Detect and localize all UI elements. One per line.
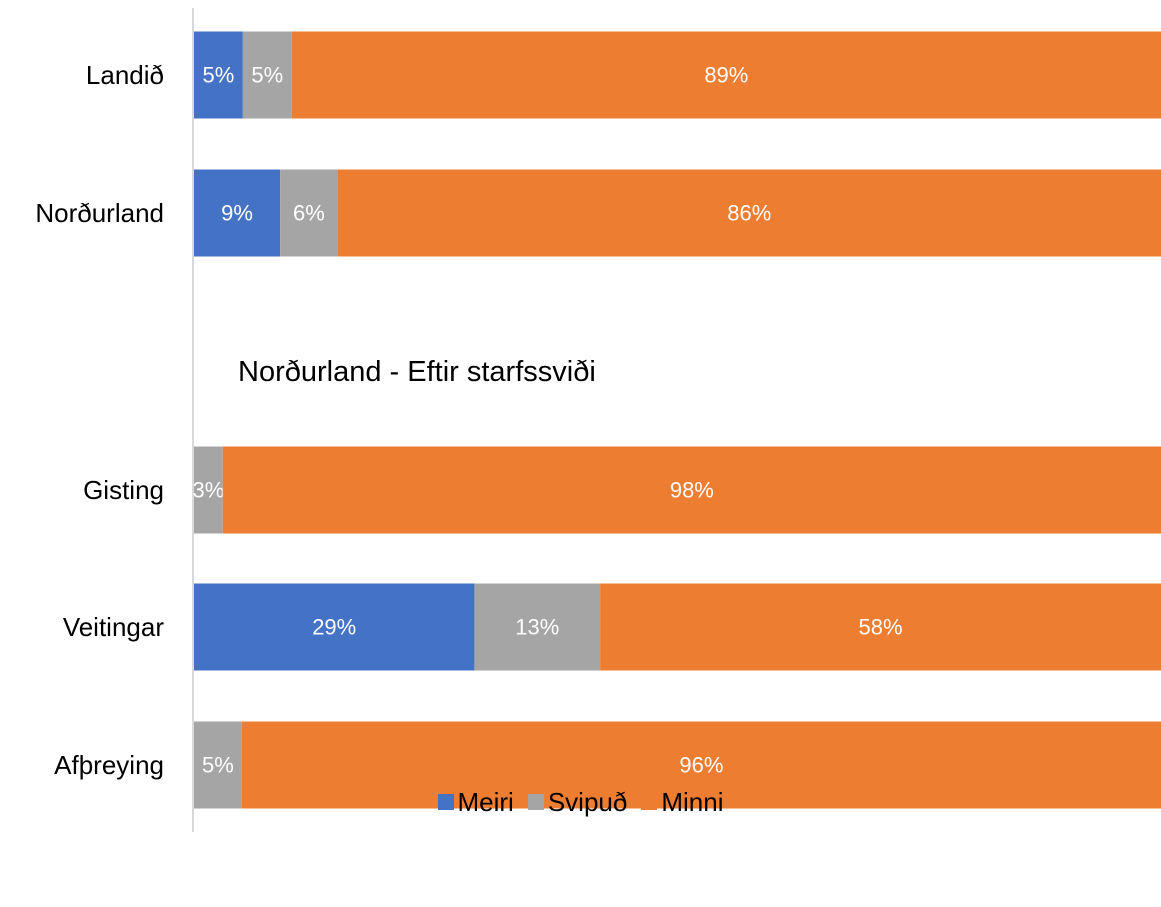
data-label: 9% (221, 201, 253, 226)
category-label: Gisting (83, 475, 164, 505)
data-label: 6% (293, 201, 325, 226)
legend-label: Svipuð (547, 786, 628, 817)
bar-segment (241, 721, 1161, 809)
legend-swatch (641, 794, 658, 810)
data-label: 98% (670, 478, 714, 503)
bar-segment (600, 583, 1161, 671)
data-label: 3% (192, 478, 224, 503)
category-labels-group: Landið Norðurland Gisting Veitingar Afþreyin… (35, 60, 164, 780)
data-label: 5% (202, 753, 234, 778)
data-label: 5% (251, 63, 283, 88)
bar-segment (474, 583, 601, 671)
category-label: Landið (86, 60, 164, 90)
data-label: 89% (704, 63, 748, 88)
bar-segment (337, 169, 1161, 257)
data-label: 29% (312, 615, 356, 640)
bar-segment (194, 583, 475, 671)
legend-swatch (437, 794, 454, 810)
legend: Meiri Svipuð Minni (0, 782, 1161, 822)
bar-segment (194, 446, 223, 534)
data-label: 58% (859, 615, 903, 640)
category-label: Veitingar (63, 612, 165, 642)
legend-item: Svipuð (527, 786, 628, 818)
bars-group: 5% 5% 89% 9% 6% 86% 3% 98% 29% 13% 58% 5% 96% (192, 31, 1161, 809)
legend-label: Meiri (457, 786, 514, 817)
bar-segment (194, 721, 242, 809)
legend-item: Minni (641, 787, 723, 818)
legend-swatch (527, 794, 544, 810)
bar-segment (222, 446, 1161, 534)
data-label: 86% (727, 201, 771, 226)
bar-segment (242, 31, 292, 119)
category-label: Afþreying (54, 750, 164, 780)
chart-subtitle: Norðurland - Eftir starfssviði (238, 356, 596, 388)
bar-segment (194, 169, 281, 257)
data-label: 5% (203, 63, 235, 88)
bar-segment (291, 31, 1161, 119)
category-label: Norðurland (35, 198, 164, 228)
legend-item: Meiri (437, 786, 514, 818)
data-label: 13% (515, 615, 559, 640)
data-label: 96% (679, 753, 723, 778)
legend-label: Minni (661, 786, 724, 817)
bar-segment (280, 169, 338, 257)
bar-segment (194, 31, 243, 119)
